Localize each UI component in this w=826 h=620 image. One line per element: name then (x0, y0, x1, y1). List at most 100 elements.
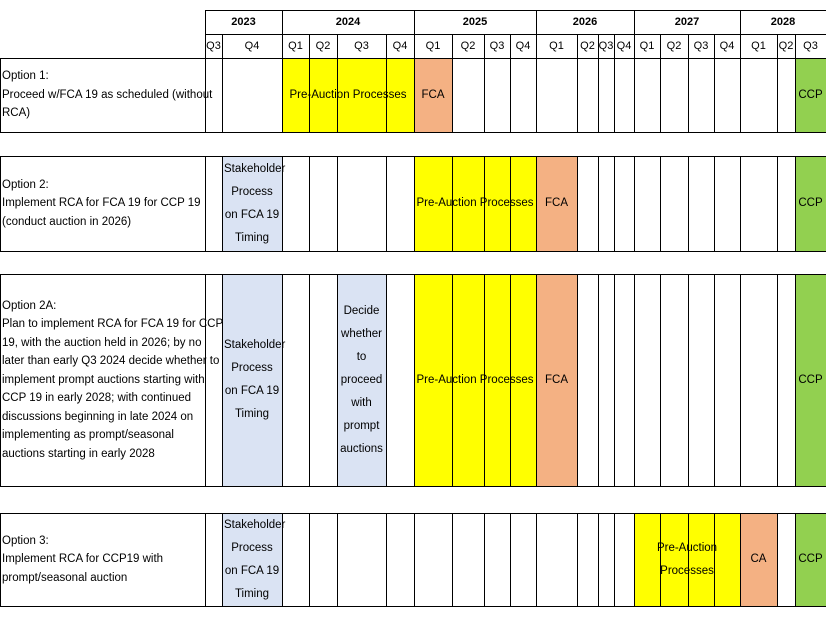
option-text-line: Option 2: (2, 178, 49, 191)
option-description: Option 2: Implement RCA for FCA 19 for CC… (0, 156, 205, 251)
row-column-divider (413, 513, 415, 606)
year-header: 2024 (335, 16, 361, 28)
row-column-divider (687, 513, 689, 606)
quarter-header: Q1 (425, 40, 441, 52)
quarter-divider (385, 34, 387, 58)
bar-label: Pre-Auction Processes (416, 373, 534, 386)
row-column-divider (659, 274, 661, 486)
header-mid-border (205, 33, 826, 35)
row-column-divider (509, 513, 511, 606)
quarter-header: Q3 (489, 40, 505, 52)
option-text-line: CCP 19 in early 2028; with continued (2, 392, 192, 405)
row-column-divider (308, 58, 310, 132)
row-column-divider (713, 156, 715, 251)
row-column-divider (794, 274, 796, 486)
row-column-divider (336, 274, 338, 486)
bar-label: Stakeholder Process on FCA 19 Timing (224, 339, 286, 420)
option-text-line: Proceed w/FCA 19 as scheduled (without (2, 88, 213, 101)
row-column-divider (739, 156, 741, 251)
option-text-line: 19, with the auction held in 2026; by no (2, 336, 202, 349)
header-top-border (205, 9, 826, 11)
timeline-bar: Stakeholder Process on FCA 19 Timing (222, 156, 285, 251)
option-text-line: Implement RCA for CCP19 with (2, 553, 164, 566)
year-header: 2027 (674, 16, 700, 28)
quarter-header: Q2 (666, 40, 682, 52)
quarter-divider (221, 34, 223, 58)
bar-label: CCP (798, 373, 823, 386)
quarter-header: Q4 (392, 40, 408, 52)
row-column-divider (687, 274, 689, 486)
row-top-border (0, 57, 826, 59)
row-column-divider (221, 274, 223, 486)
quarter-divider (509, 34, 511, 58)
row-column-divider (483, 156, 485, 251)
row-column-divider (659, 58, 661, 132)
bar-label: CA (750, 553, 767, 565)
row-column-divider (451, 156, 453, 251)
year-header: 2026 (572, 16, 598, 28)
row-top-border (0, 155, 826, 157)
row-column-divider (221, 156, 223, 251)
row-column-divider (613, 156, 615, 251)
row-column-divider (281, 513, 283, 606)
timeline-bar: CCP (795, 58, 826, 132)
quarter-header: Q1 (639, 40, 655, 52)
quarter-divider (597, 34, 599, 58)
row-column-divider (509, 156, 511, 251)
bar-label: CCP (798, 197, 823, 209)
row-left-border (0, 58, 1, 132)
option-text-line: auctions starting in early 2028 (2, 447, 155, 460)
bar-label: Pre-Auction Processes (634, 537, 740, 583)
timeline-bar: Decide whether to proceed with prompt au… (337, 274, 386, 486)
row-column-divider (385, 274, 387, 486)
timeline-bar: FCA (414, 58, 452, 132)
row-column-divider (576, 274, 578, 486)
option-text-line: Plan to implement RCA for FCA 19 for CCP (2, 318, 224, 331)
row-bottom-border (0, 131, 826, 133)
timeline-bar: Stakeholder Process on FCA 19 Timing (222, 274, 286, 486)
year-divider (535, 10, 537, 58)
quarter-header: Q3 (803, 40, 818, 52)
quarter-header: Q2 (778, 40, 794, 52)
row-column-divider (308, 156, 310, 251)
year-header: 2025 (462, 16, 488, 28)
quarter-divider (713, 34, 715, 58)
row-column-divider (659, 513, 661, 606)
bar-label: FCA (421, 88, 445, 101)
row-column-divider (794, 58, 796, 132)
timeline-bar: Pre-Auction Processes (414, 274, 536, 486)
option-description: Option 3: Implement RCA for CCP19 with pro… (0, 513, 205, 606)
row-column-divider (385, 58, 387, 132)
row-column-divider (576, 58, 578, 132)
option-text-line: Option 2A: (2, 299, 57, 312)
option-text-line: implement prompt auctions starting with (2, 373, 205, 386)
option-text-line: Option 3: (2, 534, 49, 547)
row-column-divider (204, 274, 206, 486)
row-column-divider (413, 156, 415, 251)
quarter-divider (576, 34, 578, 58)
quarter-divider (613, 34, 615, 58)
row-column-divider (281, 274, 283, 486)
option-text-line: RCA) (2, 107, 31, 120)
row-column-divider (221, 513, 223, 606)
row-column-divider (633, 58, 635, 132)
row-column-divider (776, 58, 778, 132)
row-left-border (0, 513, 1, 606)
row-column-divider (613, 513, 615, 606)
quarter-header: Q2 (460, 40, 476, 52)
row-column-divider (451, 513, 453, 606)
row-column-divider (535, 513, 537, 606)
row-column-divider (204, 156, 206, 251)
quarter-header: Q4 (719, 40, 735, 52)
quarter-header: Q3 (598, 40, 614, 52)
year-divider (739, 10, 741, 58)
quarter-divider (659, 34, 661, 58)
quarter-divider (451, 34, 453, 58)
year-header: 2023 (231, 16, 256, 28)
bar-label: Decide whether to proceed with prompt au… (340, 304, 383, 455)
quarter-divider (308, 34, 310, 58)
year-header: 2028 (770, 16, 796, 28)
quarter-header: Q3 (693, 40, 709, 52)
option-text-line: prompt/seasonal auction (2, 571, 128, 584)
